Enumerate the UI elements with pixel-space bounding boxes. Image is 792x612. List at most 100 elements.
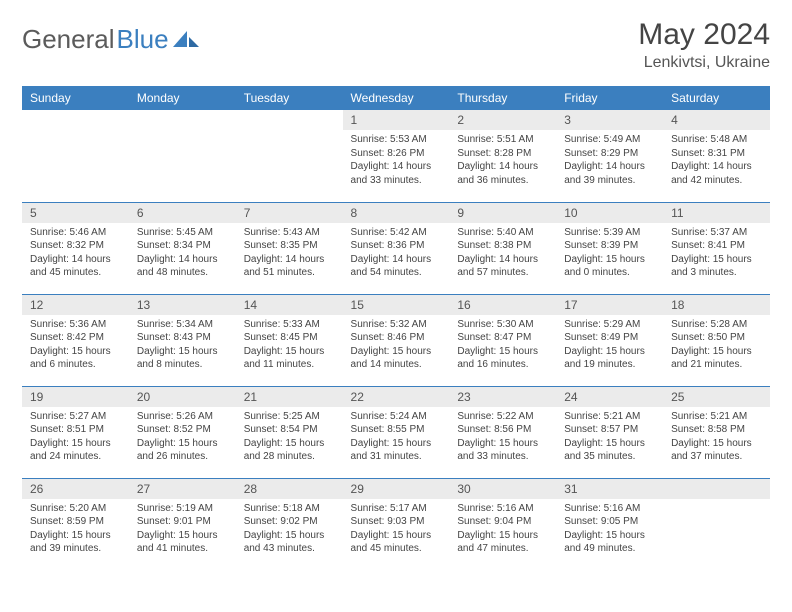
day-number: 11 <box>663 203 770 223</box>
day-details: Sunrise: 5:21 AMSunset: 8:57 PMDaylight:… <box>556 407 663 470</box>
sunset-line: Sunset: 8:46 PM <box>351 331 442 345</box>
sunrise-line: Sunrise: 5:16 AM <box>457 502 548 516</box>
sunset-line: Sunset: 9:02 PM <box>244 515 335 529</box>
calendar-header-row: Sunday Monday Tuesday Wednesday Thursday… <box>22 86 770 110</box>
day-number-empty <box>663 479 770 499</box>
calendar-day-cell: 18Sunrise: 5:28 AMSunset: 8:50 PMDayligh… <box>663 294 770 386</box>
sunrise-line: Sunrise: 5:34 AM <box>137 318 228 332</box>
daylight-line: Daylight: 14 hours and 48 minutes. <box>137 253 228 280</box>
calendar-day-cell: 29Sunrise: 5:17 AMSunset: 9:03 PMDayligh… <box>343 478 450 570</box>
calendar-day-cell: 12Sunrise: 5:36 AMSunset: 8:42 PMDayligh… <box>22 294 129 386</box>
day-details: Sunrise: 5:33 AMSunset: 8:45 PMDaylight:… <box>236 315 343 378</box>
day-details: Sunrise: 5:26 AMSunset: 8:52 PMDaylight:… <box>129 407 236 470</box>
daylight-line: Daylight: 15 hours and 47 minutes. <box>457 529 548 556</box>
day-number-empty <box>236 110 343 134</box>
calendar-day-cell: 2Sunrise: 5:51 AMSunset: 8:28 PMDaylight… <box>449 110 556 202</box>
daylight-line: Daylight: 15 hours and 21 minutes. <box>671 345 762 372</box>
weekday-header: Wednesday <box>343 86 450 110</box>
day-details: Sunrise: 5:37 AMSunset: 8:41 PMDaylight:… <box>663 223 770 286</box>
day-details: Sunrise: 5:29 AMSunset: 8:49 PMDaylight:… <box>556 315 663 378</box>
calendar-day-cell: 30Sunrise: 5:16 AMSunset: 9:04 PMDayligh… <box>449 478 556 570</box>
day-number: 9 <box>449 203 556 223</box>
day-details: Sunrise: 5:30 AMSunset: 8:47 PMDaylight:… <box>449 315 556 378</box>
calendar-day-cell: 22Sunrise: 5:24 AMSunset: 8:55 PMDayligh… <box>343 386 450 478</box>
sunrise-line: Sunrise: 5:45 AM <box>137 226 228 240</box>
sunset-line: Sunset: 8:38 PM <box>457 239 548 253</box>
calendar-day-cell <box>663 478 770 570</box>
day-number: 22 <box>343 387 450 407</box>
day-number: 20 <box>129 387 236 407</box>
sunrise-line: Sunrise: 5:20 AM <box>30 502 121 516</box>
calendar-day-cell: 3Sunrise: 5:49 AMSunset: 8:29 PMDaylight… <box>556 110 663 202</box>
day-details: Sunrise: 5:18 AMSunset: 9:02 PMDaylight:… <box>236 499 343 562</box>
daylight-line: Daylight: 15 hours and 43 minutes. <box>244 529 335 556</box>
sunset-line: Sunset: 8:35 PM <box>244 239 335 253</box>
weekday-header: Monday <box>129 86 236 110</box>
sunset-line: Sunset: 8:26 PM <box>351 147 442 161</box>
calendar-week-row: 1Sunrise: 5:53 AMSunset: 8:26 PMDaylight… <box>22 110 770 202</box>
sunset-line: Sunset: 8:55 PM <box>351 423 442 437</box>
sunrise-line: Sunrise: 5:36 AM <box>30 318 121 332</box>
calendar-day-cell: 6Sunrise: 5:45 AMSunset: 8:34 PMDaylight… <box>129 202 236 294</box>
daylight-line: Daylight: 15 hours and 16 minutes. <box>457 345 548 372</box>
sunset-line: Sunset: 8:52 PM <box>137 423 228 437</box>
sunrise-line: Sunrise: 5:29 AM <box>564 318 655 332</box>
sunset-line: Sunset: 8:36 PM <box>351 239 442 253</box>
daylight-line: Daylight: 14 hours and 57 minutes. <box>457 253 548 280</box>
sunrise-line: Sunrise: 5:22 AM <box>457 410 548 424</box>
sunset-line: Sunset: 8:49 PM <box>564 331 655 345</box>
calendar-day-cell: 23Sunrise: 5:22 AMSunset: 8:56 PMDayligh… <box>449 386 556 478</box>
day-details: Sunrise: 5:34 AMSunset: 8:43 PMDaylight:… <box>129 315 236 378</box>
calendar-day-cell: 25Sunrise: 5:21 AMSunset: 8:58 PMDayligh… <box>663 386 770 478</box>
day-number: 25 <box>663 387 770 407</box>
sunset-line: Sunset: 8:47 PM <box>457 331 548 345</box>
calendar-day-cell: 24Sunrise: 5:21 AMSunset: 8:57 PMDayligh… <box>556 386 663 478</box>
sunrise-line: Sunrise: 5:28 AM <box>671 318 762 332</box>
logo-sail-icon <box>173 29 199 49</box>
day-details <box>663 499 770 508</box>
sunrise-line: Sunrise: 5:49 AM <box>564 133 655 147</box>
calendar-day-cell: 20Sunrise: 5:26 AMSunset: 8:52 PMDayligh… <box>129 386 236 478</box>
daylight-line: Daylight: 14 hours and 54 minutes. <box>351 253 442 280</box>
day-number: 31 <box>556 479 663 499</box>
daylight-line: Daylight: 15 hours and 45 minutes. <box>351 529 442 556</box>
day-number: 15 <box>343 295 450 315</box>
daylight-line: Daylight: 15 hours and 3 minutes. <box>671 253 762 280</box>
daylight-line: Daylight: 14 hours and 33 minutes. <box>351 160 442 187</box>
day-details: Sunrise: 5:27 AMSunset: 8:51 PMDaylight:… <box>22 407 129 470</box>
day-details: Sunrise: 5:32 AMSunset: 8:46 PMDaylight:… <box>343 315 450 378</box>
day-details <box>22 134 129 143</box>
day-number: 19 <box>22 387 129 407</box>
day-number: 1 <box>343 110 450 130</box>
daylight-line: Daylight: 15 hours and 11 minutes. <box>244 345 335 372</box>
weekday-header: Friday <box>556 86 663 110</box>
sunrise-line: Sunrise: 5:16 AM <box>564 502 655 516</box>
calendar-day-cell <box>236 110 343 202</box>
sunset-line: Sunset: 8:54 PM <box>244 423 335 437</box>
calendar-day-cell: 21Sunrise: 5:25 AMSunset: 8:54 PMDayligh… <box>236 386 343 478</box>
day-number: 30 <box>449 479 556 499</box>
sunset-line: Sunset: 8:45 PM <box>244 331 335 345</box>
calendar-day-cell: 7Sunrise: 5:43 AMSunset: 8:35 PMDaylight… <box>236 202 343 294</box>
calendar-day-cell <box>129 110 236 202</box>
calendar-day-cell: 13Sunrise: 5:34 AMSunset: 8:43 PMDayligh… <box>129 294 236 386</box>
sunrise-line: Sunrise: 5:39 AM <box>564 226 655 240</box>
day-number: 16 <box>449 295 556 315</box>
sunrise-line: Sunrise: 5:25 AM <box>244 410 335 424</box>
brand-part1: General <box>22 24 115 55</box>
sunset-line: Sunset: 9:01 PM <box>137 515 228 529</box>
calendar-day-cell: 26Sunrise: 5:20 AMSunset: 8:59 PMDayligh… <box>22 478 129 570</box>
day-details: Sunrise: 5:16 AMSunset: 9:04 PMDaylight:… <box>449 499 556 562</box>
daylight-line: Daylight: 15 hours and 35 minutes. <box>564 437 655 464</box>
day-details: Sunrise: 5:51 AMSunset: 8:28 PMDaylight:… <box>449 130 556 193</box>
calendar-day-cell: 27Sunrise: 5:19 AMSunset: 9:01 PMDayligh… <box>129 478 236 570</box>
sunset-line: Sunset: 8:39 PM <box>564 239 655 253</box>
sunrise-line: Sunrise: 5:46 AM <box>30 226 121 240</box>
calendar-day-cell: 31Sunrise: 5:16 AMSunset: 9:05 PMDayligh… <box>556 478 663 570</box>
day-details: Sunrise: 5:43 AMSunset: 8:35 PMDaylight:… <box>236 223 343 286</box>
sunrise-line: Sunrise: 5:30 AM <box>457 318 548 332</box>
daylight-line: Daylight: 15 hours and 33 minutes. <box>457 437 548 464</box>
day-details: Sunrise: 5:22 AMSunset: 8:56 PMDaylight:… <box>449 407 556 470</box>
day-details: Sunrise: 5:20 AMSunset: 8:59 PMDaylight:… <box>22 499 129 562</box>
sunrise-line: Sunrise: 5:40 AM <box>457 226 548 240</box>
